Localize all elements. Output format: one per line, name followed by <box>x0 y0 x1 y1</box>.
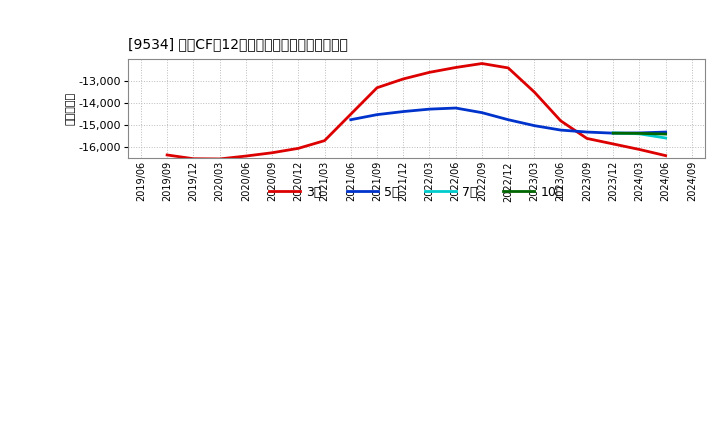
Line: 5年: 5年 <box>351 108 666 133</box>
7年 <box>662 136 670 141</box>
5年 <box>557 128 565 133</box>
5年 <box>635 130 644 136</box>
3年 <box>241 154 250 159</box>
Legend: 3年, 5年, 7年, 10年: 3年, 5年, 7年, 10年 <box>264 180 569 204</box>
5年 <box>504 117 513 122</box>
5年 <box>346 117 355 122</box>
3年 <box>268 150 276 155</box>
5年 <box>609 131 618 136</box>
3年 <box>451 65 460 70</box>
7年 <box>609 130 618 136</box>
5年 <box>477 110 486 115</box>
3年 <box>557 118 565 124</box>
3年 <box>530 89 539 95</box>
5年 <box>662 129 670 135</box>
3年 <box>582 136 591 141</box>
5年 <box>530 123 539 128</box>
Text: [9534] 投賄CFの12か月移動合計の平均値の推移: [9534] 投賄CFの12か月移動合計の平均値の推移 <box>127 37 348 51</box>
3年 <box>373 85 382 90</box>
3年 <box>504 65 513 70</box>
10年 <box>662 132 670 137</box>
Line: 10年: 10年 <box>613 133 666 134</box>
3年 <box>320 138 329 143</box>
5年 <box>582 129 591 135</box>
Line: 7年: 7年 <box>613 133 666 138</box>
3年 <box>346 112 355 117</box>
10年 <box>635 131 644 136</box>
3年 <box>163 152 171 158</box>
3年 <box>609 141 618 147</box>
5年 <box>451 106 460 111</box>
5年 <box>399 109 408 114</box>
3年 <box>189 156 198 161</box>
3年 <box>662 153 670 158</box>
3年 <box>426 70 434 75</box>
Y-axis label: （百万円）: （百万円） <box>66 92 76 125</box>
3年 <box>294 146 302 151</box>
3年 <box>215 156 224 161</box>
5年 <box>426 106 434 112</box>
3年 <box>399 76 408 81</box>
Line: 3年: 3年 <box>167 63 666 159</box>
3年 <box>477 61 486 66</box>
7年 <box>635 131 644 136</box>
10年 <box>609 131 618 136</box>
5年 <box>373 112 382 117</box>
3年 <box>635 147 644 152</box>
